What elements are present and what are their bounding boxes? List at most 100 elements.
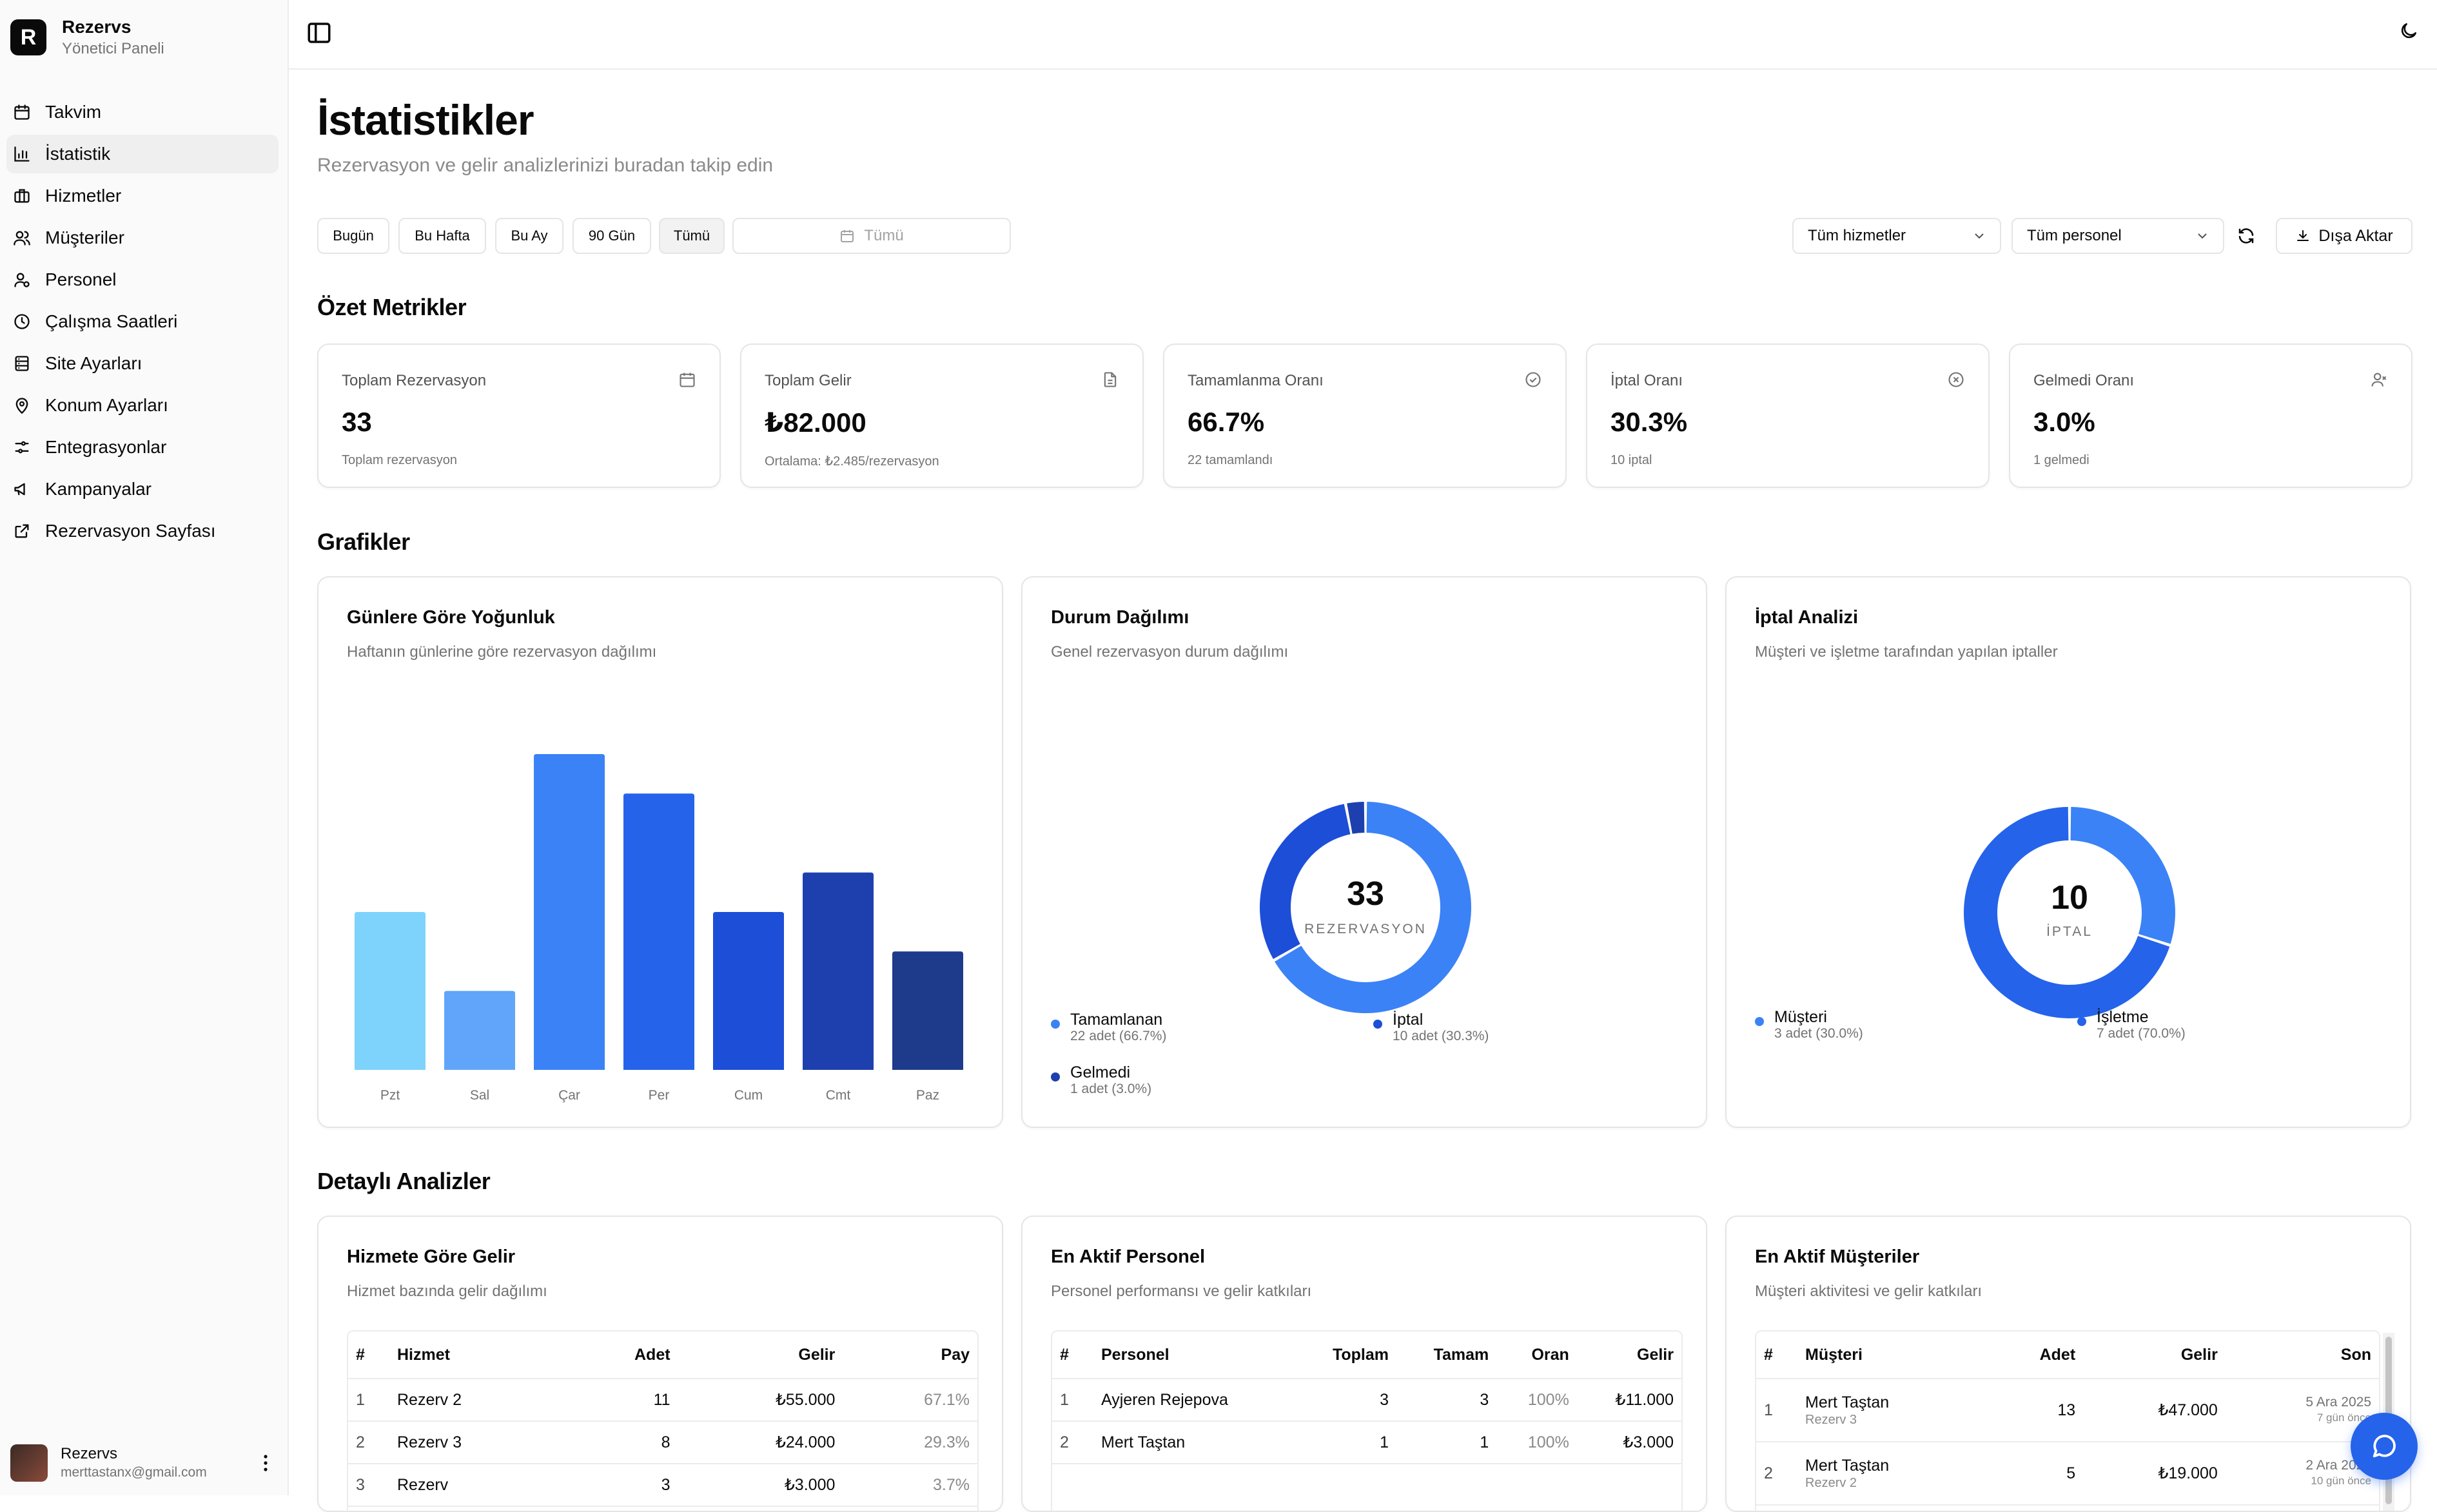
sidebar-item-takvim[interactable]: Takvim [6, 93, 279, 131]
table-row[interactable]: 2 Mert Taştan 1 1 100% ₺3.000 [1052, 1421, 1681, 1464]
metric-value: 3.0% [2033, 407, 2095, 437]
sidebar-item-istatistik[interactable]: İstatistik [6, 135, 279, 173]
metric-card-cancel-rate: İptal Oranı 30.3% 10 iptal [1586, 344, 1990, 488]
card-subtitle: Haftanın günlerine göre rezervasyon dağı… [347, 643, 657, 661]
row-rank: 3 [348, 1464, 389, 1507]
sidebar-item-site-ayarlari[interactable]: Site Ayarları [6, 344, 279, 383]
bar-Paz[interactable] [892, 951, 963, 1070]
metric-subtext: Toplam rezervasyon [342, 453, 457, 467]
table-card-active-customers: En Aktif Müşteriler Müşteri aktivitesi v… [1725, 1216, 2411, 1512]
calendar-icon [14, 104, 30, 120]
table-row[interactable]: 1 Rezerv 2 11 ₺55.000 67.1% [348, 1379, 977, 1422]
legend-dot [2077, 1017, 2086, 1026]
legend-name: İptal [1393, 1011, 1424, 1029]
metric-value: ₺82.000 [765, 407, 866, 438]
metric-subtext: 22 tamamlandı [1188, 453, 1273, 467]
sidebar-item-personel[interactable]: Personel [6, 260, 279, 299]
staff-name: Ayjeren Rejepova [1093, 1379, 1295, 1422]
table-row[interactable]: 3 Rezerv 3 ₺3.000 3.7% [348, 1464, 977, 1507]
sidebar-item-label: Site Ayarları [45, 353, 142, 373]
bar-Çar[interactable] [534, 754, 605, 1070]
sidebar-item-rezervasyon-sayfasi[interactable]: Rezervasyon Sayfası [6, 512, 279, 550]
section-title-charts: Grafikler [317, 528, 410, 555]
cancel-donut-chart: 10 İPTAL [1964, 807, 2175, 1018]
table-row[interactable]: 1 Ayjeren Rejepova 3 3 100% ₺11.000 [1052, 1379, 1681, 1422]
staff-name: Mert Taştan [1093, 1421, 1295, 1464]
table-card-service-revenue: Hizmete Göre Gelir Hizmet bazında gelir … [317, 1216, 1003, 1512]
page-title: İstatistikler [317, 96, 534, 144]
row-rank: 2 [1052, 1421, 1093, 1464]
chat-button[interactable] [2351, 1413, 2418, 1480]
range-button-bu-hafta[interactable]: Bu Hafta [398, 218, 486, 254]
card-subtitle: Genel rezervasyon durum dağılımı [1051, 643, 1289, 661]
table-row[interactable]: 2 Mert Taştan Rezerv 2 5 ₺19.000 2 Ara 20… [1756, 1442, 2379, 1506]
table-row[interactable]: 1 Mert Taştan Rezerv 3 13 ₺47.000 5 Ara 2… [1756, 1379, 2379, 1442]
export-button[interactable]: Dışa Aktar [2276, 218, 2413, 254]
user-profile[interactable]: Rezervs merttastanx@gmail.com [10, 1442, 279, 1484]
service-name: Rezerv 2 [389, 1379, 565, 1422]
metric-card-total-reservations: Toplam Rezervasyon 33 Toplam rezervasyon [317, 344, 721, 488]
sidebar-item-label: Çalışma Saatleri [45, 311, 178, 331]
slice-İptal[interactable] [1260, 804, 1351, 960]
legend-name: İşletme [2097, 1008, 2149, 1026]
x-tick-label: Cmt [826, 1088, 851, 1103]
megaphone-icon [14, 483, 25, 496]
sidebar-nav: Takvim İstatistik Hizmetler Müşteriler P… [0, 93, 289, 554]
bar-Sal[interactable] [444, 991, 515, 1071]
bar-Cum[interactable] [713, 912, 784, 1070]
sidebar: R Rezervs Yönetici Paneli Takvim İstatis… [0, 0, 289, 1495]
slice-Tamamlanan[interactable] [1275, 802, 1471, 1013]
chevron-down-icon [1975, 233, 1984, 239]
briefcase-icon [14, 189, 30, 203]
column-header: Gelir [678, 1332, 843, 1379]
section-title-details: Detaylı Analizler [317, 1168, 491, 1194]
legend-value: 7 adet (70.0%) [2097, 1026, 2186, 1041]
column-header: Tamam [1396, 1332, 1497, 1379]
more-vertical-icon[interactable] [253, 1450, 279, 1476]
bar-chart-icon [14, 146, 30, 162]
card-title: Günlere Göre Yoğunluk [347, 607, 555, 628]
range-button-bu-ay[interactable]: Bu Ay [495, 218, 563, 254]
range-button-bugun[interactable]: Bugün [317, 218, 389, 254]
sidebar-item-label: İstatistik [45, 144, 111, 164]
clock-icon [14, 314, 30, 329]
legend-name: Tamamlanan [1070, 1011, 1163, 1029]
range-button-tumu[interactable]: Tümü [659, 218, 725, 254]
date-range-picker[interactable]: Tümü [732, 218, 1011, 254]
legend-item-cancelled: İptal 10 adet (30.3%) [1373, 1011, 1489, 1044]
bar-Cmt[interactable] [803, 872, 874, 1070]
metric-value: 33 [342, 407, 372, 437]
sidebar-toggle-icon[interactable] [306, 19, 333, 46]
service-select[interactable]: Tüm hizmetler [1792, 218, 2001, 254]
slice-Müşteri[interactable] [2070, 807, 2175, 944]
sidebar-item-hizmetler[interactable]: Hizmetler [6, 177, 279, 215]
donut-center-value: 10 [2051, 879, 2088, 916]
sidebar-item-calisma-saatleri[interactable]: Çalışma Saatleri [6, 302, 279, 341]
slice-Gelmedi[interactable] [1347, 802, 1365, 834]
row-rank: 1 [1756, 1379, 1797, 1442]
customer-last-ago: 10 gün önce [2311, 1475, 2371, 1487]
service-revenue: ₺55.000 [678, 1379, 843, 1422]
slice-İşletme[interactable] [1964, 807, 2170, 1018]
bar-Pzt[interactable] [355, 912, 426, 1070]
service-share: 67.1% [843, 1379, 977, 1422]
refresh-icon[interactable] [2232, 222, 2260, 250]
download-icon [2297, 230, 2309, 241]
brand[interactable]: R Rezervs Yönetici Paneli [10, 15, 164, 59]
sidebar-item-entegrasyonlar[interactable]: Entegrasyonlar [6, 428, 279, 467]
date-range-value: Tümü [864, 227, 904, 244]
sidebar-item-kampanyalar[interactable]: Kampanyalar [6, 470, 279, 509]
bar-Per[interactable] [623, 793, 694, 1070]
staff-select[interactable]: Tüm personel [2011, 218, 2224, 254]
x-tick-label: Paz [916, 1088, 939, 1103]
sidebar-item-konum-ayarlari[interactable]: Konum Ayarları [6, 386, 279, 425]
staff-completed: 3 [1396, 1379, 1497, 1422]
moon-icon[interactable] [2398, 21, 2422, 44]
legend-value: 3 adet (30.0%) [1774, 1026, 1863, 1041]
range-button-90-gun[interactable]: 90 Gün [573, 218, 651, 254]
sidebar-item-musteriler[interactable]: Müşteriler [6, 218, 279, 257]
message-circle-icon [2373, 1435, 2396, 1458]
active-customers-table: # Müşteri Adet Gelir Son 1 Mert Taştan Re… [1756, 1332, 2379, 1506]
table-row[interactable]: 2 Rezerv 3 8 ₺24.000 29.3% [348, 1421, 977, 1464]
legend-value: 10 adet (30.3%) [1393, 1029, 1489, 1043]
